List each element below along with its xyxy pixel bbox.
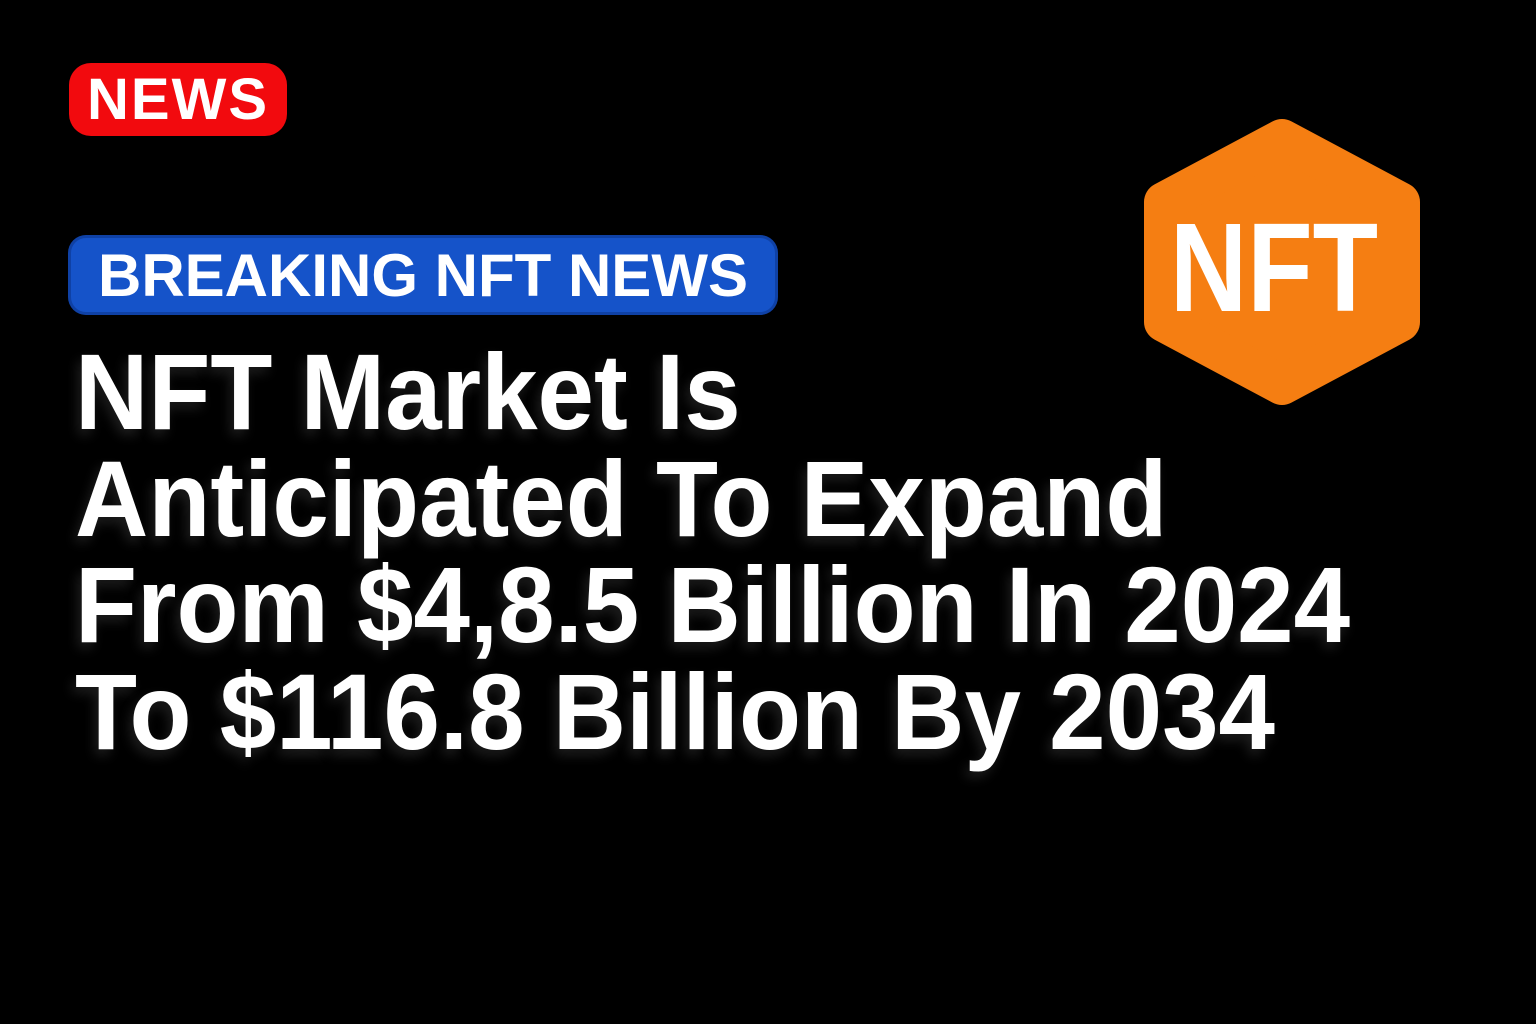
hexagon-icon bbox=[1144, 119, 1420, 405]
headline-line-1: NFT Market Is bbox=[75, 331, 741, 452]
headline-line-4: To $116.8 Billion By 2034 bbox=[75, 650, 1275, 772]
headline-line-3: From $4,8.5 Billion In 2024 bbox=[75, 544, 1351, 665]
breaking-news-badge: BREAKING NFT NEWS bbox=[68, 235, 778, 315]
nft-logo-label: NFT bbox=[1169, 196, 1379, 338]
news-badge: NEWS bbox=[69, 63, 287, 136]
nft-logo: NFT bbox=[1144, 117, 1420, 407]
headline-line-2: Anticipated To Expand bbox=[75, 437, 1168, 559]
headline: NFT Market Is Anticipated To Expand From… bbox=[75, 331, 1351, 772]
